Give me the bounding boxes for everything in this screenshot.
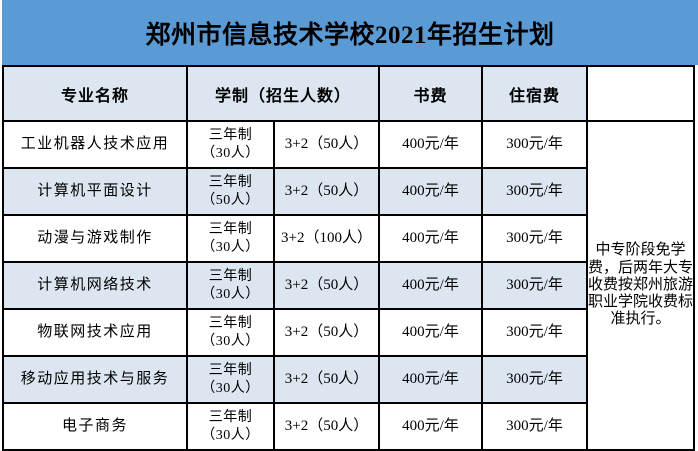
- cell-dorm-fee: 300元/年: [481, 214, 589, 263]
- title-banner: 郑州市信息技术学校2021年招生计划: [2, 0, 698, 65]
- cell-system-line2: （30人）: [201, 427, 260, 443]
- cell-system-line2: （30人）: [201, 145, 260, 161]
- cell-system-line2: （30人）: [201, 380, 260, 396]
- cell-book-fee: 400元/年: [378, 214, 484, 263]
- cell-system: 三年制 （30人）: [186, 120, 275, 169]
- table-row: 计算机网络技术 三年制 （30人） 3+2（50人） 400元/年 300元/年: [2, 261, 694, 310]
- cell-major: 计算机网络技术: [2, 261, 188, 310]
- cell-system-line2: （50人）: [201, 192, 260, 208]
- cell-major: 电子商务: [2, 402, 188, 451]
- note-text: 中专阶段免学费，后两年大专收费按郑州旅游职业学院收费标准执行。: [588, 242, 694, 328]
- cell-system-line2: （30人）: [201, 333, 260, 349]
- cell-major: 物联网技术应用: [2, 308, 188, 357]
- cell-plan: 3+2（50人）: [272, 402, 381, 451]
- table-row: 动漫与游戏制作 三年制 （30人） 3+2（100人） 400元/年 300元/…: [2, 214, 694, 263]
- cell-dorm-fee: 300元/年: [481, 402, 589, 451]
- table-row: 物联网技术应用 三年制 （30人） 3+2（50人） 400元/年 300元/年: [2, 308, 694, 357]
- cell-plan: 3+2（100人）: [272, 214, 381, 263]
- cell-system: 三年制 （50人）: [186, 167, 275, 216]
- table-body: 工业机器人技术应用 三年制 （30人） 3+2（50人） 400元/年 300元…: [2, 120, 696, 451]
- cell-system-line1: 三年制: [208, 410, 253, 425]
- cell-plan: 3+2（50人）: [272, 120, 381, 169]
- cell-system: 三年制 （30人）: [186, 214, 275, 263]
- cell-system: 三年制 （30人）: [186, 355, 275, 404]
- table-header-row: 专业名称 学制（招生人数） 书费 住宿费: [2, 65, 696, 122]
- cell-major: 动漫与游戏制作: [2, 214, 188, 263]
- column-header-system: 学制（招生人数）: [185, 65, 381, 122]
- cell-book-fee: 400元/年: [378, 167, 484, 216]
- cell-plan: 3+2（50人）: [272, 308, 381, 357]
- cell-system-line1: 三年制: [208, 222, 253, 237]
- page-title: 郑州市信息技术学校2021年招生计划: [145, 21, 555, 49]
- column-header-dorm-fee: 住宿费: [481, 65, 589, 122]
- table-row: 计算机平面设计 三年制 （50人） 3+2（50人） 400元/年 300元/年: [2, 167, 694, 216]
- cell-major: 移动应用技术与服务: [2, 355, 188, 404]
- cell-system-line1: 三年制: [208, 363, 253, 378]
- enrollment-table-container: 专业名称 学制（招生人数） 书费 住宿费 工业机器人技术应用 三年制 （30人）…: [2, 65, 696, 451]
- enrollment-plan-table: 专业名称 学制（招生人数） 书费 住宿费 工业机器人技术应用 三年制 （30人）…: [2, 65, 696, 451]
- cell-dorm-fee: 300元/年: [481, 120, 589, 169]
- cell-system-line1: 三年制: [208, 128, 253, 143]
- cell-system-line1: 三年制: [208, 316, 253, 331]
- cell-plan: 3+2（50人）: [272, 167, 381, 216]
- cell-dorm-fee: 300元/年: [481, 355, 589, 404]
- cell-system: 三年制 （30人）: [186, 308, 275, 357]
- cell-dorm-fee: 300元/年: [481, 261, 589, 310]
- column-header-book-fee: 书费: [378, 65, 484, 122]
- column-header-major: 专业名称: [2, 65, 188, 122]
- cell-system-line1: 三年制: [208, 175, 253, 190]
- cell-dorm-fee: 300元/年: [481, 308, 589, 357]
- cell-system: 三年制 （30人）: [186, 261, 275, 310]
- cell-plan: 3+2（50人）: [272, 261, 381, 310]
- cell-major: 工业机器人技术应用: [2, 120, 188, 169]
- cell-book-fee: 400元/年: [378, 308, 484, 357]
- table-row: 工业机器人技术应用 三年制 （30人） 3+2（50人） 400元/年 300元…: [2, 120, 696, 451]
- cell-book-fee: 400元/年: [378, 355, 484, 404]
- cell-dorm-fee: 300元/年: [481, 167, 589, 216]
- cell-major: 计算机平面设计: [2, 167, 188, 216]
- cell-book-fee: 400元/年: [378, 261, 484, 310]
- column-header-note: [586, 65, 696, 121]
- cell-book-fee: 400元/年: [378, 402, 484, 451]
- cell-system-line1: 三年制: [208, 269, 253, 284]
- cell-book-fee: 400元/年: [378, 120, 484, 169]
- cell-system-line2: （30人）: [201, 239, 260, 255]
- cell-note: 中专阶段免学费，后两年大专收费按郑州旅游职业学院收费标准执行。: [586, 120, 696, 451]
- table-row: 移动应用技术与服务 三年制 （30人） 3+2（50人） 400元/年 300元…: [2, 355, 694, 404]
- cell-system-line2: （30人）: [201, 286, 260, 302]
- cell-system: 三年制 （30人）: [186, 402, 275, 451]
- cell-plan: 3+2（50人）: [272, 355, 381, 404]
